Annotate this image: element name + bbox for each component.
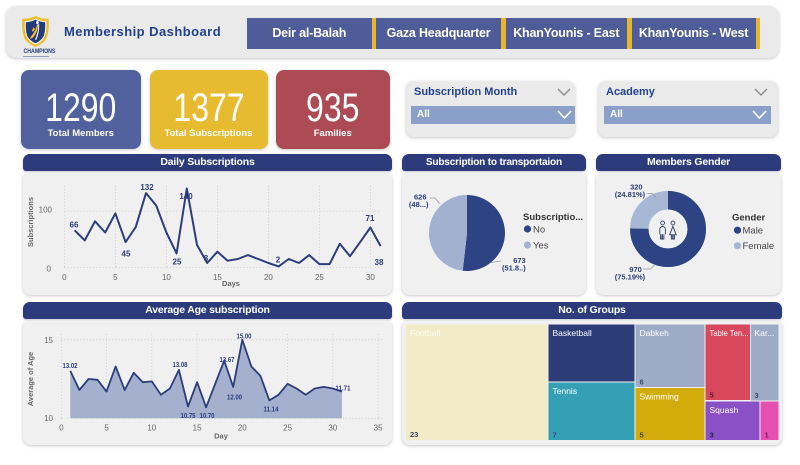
svg-text:132: 132 bbox=[140, 183, 154, 192]
svg-text:Day: Day bbox=[214, 431, 229, 440]
svg-text:10: 10 bbox=[147, 423, 156, 432]
svg-text:320: 320 bbox=[630, 182, 643, 191]
svg-text:Table Ten...: Table Ten... bbox=[710, 328, 749, 338]
svg-text:Male: Male bbox=[743, 225, 764, 236]
svg-text:10: 10 bbox=[162, 273, 171, 282]
svg-text:35: 35 bbox=[374, 423, 383, 432]
svg-text:970: 970 bbox=[629, 264, 642, 273]
svg-text:6: 6 bbox=[640, 377, 644, 386]
svg-text:Yes: Yes bbox=[533, 240, 549, 251]
svg-text:23: 23 bbox=[410, 430, 418, 439]
svg-text:No: No bbox=[533, 224, 545, 235]
svg-text:15: 15 bbox=[213, 273, 222, 282]
svg-text:140: 140 bbox=[179, 192, 193, 201]
svg-text:5: 5 bbox=[113, 273, 118, 282]
svg-text:(24.81%): (24.81%) bbox=[615, 190, 646, 199]
svg-text:25: 25 bbox=[315, 273, 324, 282]
svg-text:10.75: 10.75 bbox=[181, 411, 196, 420]
svg-text:10.70: 10.70 bbox=[200, 411, 215, 420]
svg-text:15: 15 bbox=[44, 336, 53, 345]
svg-text:626: 626 bbox=[413, 192, 426, 201]
svg-text:66: 66 bbox=[70, 220, 79, 229]
svg-text:Dabkeh: Dabkeh bbox=[640, 328, 670, 338]
svg-text:38: 38 bbox=[375, 258, 384, 267]
svg-text:25: 25 bbox=[283, 423, 292, 432]
svg-text:Subscriptions: Subscriptions bbox=[26, 196, 35, 246]
svg-text:15.00: 15.00 bbox=[237, 331, 252, 340]
svg-text:11.71: 11.71 bbox=[336, 383, 351, 392]
svg-text:Gender: Gender bbox=[732, 212, 766, 223]
svg-text:45: 45 bbox=[122, 249, 131, 258]
svg-text:20: 20 bbox=[264, 273, 273, 282]
svg-text:13.67: 13.67 bbox=[220, 355, 235, 364]
svg-text:5: 5 bbox=[640, 430, 644, 439]
svg-text:Swimming: Swimming bbox=[640, 391, 679, 401]
svg-text:5: 5 bbox=[104, 423, 109, 432]
svg-text:(48...): (48...) bbox=[408, 200, 428, 209]
svg-text:Football: Football bbox=[410, 328, 440, 338]
svg-text:0: 0 bbox=[59, 423, 64, 432]
svg-text:3: 3 bbox=[755, 391, 759, 400]
svg-text:Female: Female bbox=[743, 241, 775, 252]
svg-text:25: 25 bbox=[173, 257, 182, 266]
svg-text:Average of Age: Average of Age bbox=[26, 351, 35, 405]
svg-text:15: 15 bbox=[193, 423, 202, 432]
svg-text:Tennis: Tennis bbox=[553, 386, 578, 396]
svg-text:3: 3 bbox=[710, 430, 714, 439]
svg-text:10: 10 bbox=[44, 414, 53, 423]
svg-text:673: 673 bbox=[513, 255, 526, 264]
svg-text:100: 100 bbox=[39, 205, 53, 214]
svg-text:13.08: 13.08 bbox=[173, 360, 188, 369]
svg-text:1: 1 bbox=[765, 430, 769, 439]
svg-text:0: 0 bbox=[62, 273, 67, 282]
svg-text:Basketball: Basketball bbox=[553, 328, 592, 338]
svg-text:12.00: 12.00 bbox=[227, 392, 242, 401]
svg-text:11.14: 11.14 bbox=[264, 404, 280, 413]
svg-text:30: 30 bbox=[328, 423, 337, 432]
svg-text:(75.19%): (75.19%) bbox=[615, 272, 646, 281]
svg-text:Days: Days bbox=[222, 279, 240, 288]
svg-text:13.02: 13.02 bbox=[63, 361, 78, 370]
svg-text:Kar...: Kar... bbox=[755, 328, 775, 338]
svg-text:8: 8 bbox=[204, 254, 209, 263]
svg-text:0: 0 bbox=[47, 264, 52, 273]
svg-text:30: 30 bbox=[366, 273, 375, 282]
svg-text:5: 5 bbox=[710, 390, 714, 399]
svg-text:(51.8..): (51.8..) bbox=[502, 263, 526, 272]
svg-text:2: 2 bbox=[276, 255, 281, 264]
svg-text:20: 20 bbox=[238, 423, 247, 432]
svg-text:Subscriptio...: Subscriptio... bbox=[523, 212, 583, 223]
svg-text:7: 7 bbox=[553, 430, 557, 439]
svg-text:71: 71 bbox=[366, 214, 375, 223]
svg-text:Squash: Squash bbox=[710, 405, 739, 415]
